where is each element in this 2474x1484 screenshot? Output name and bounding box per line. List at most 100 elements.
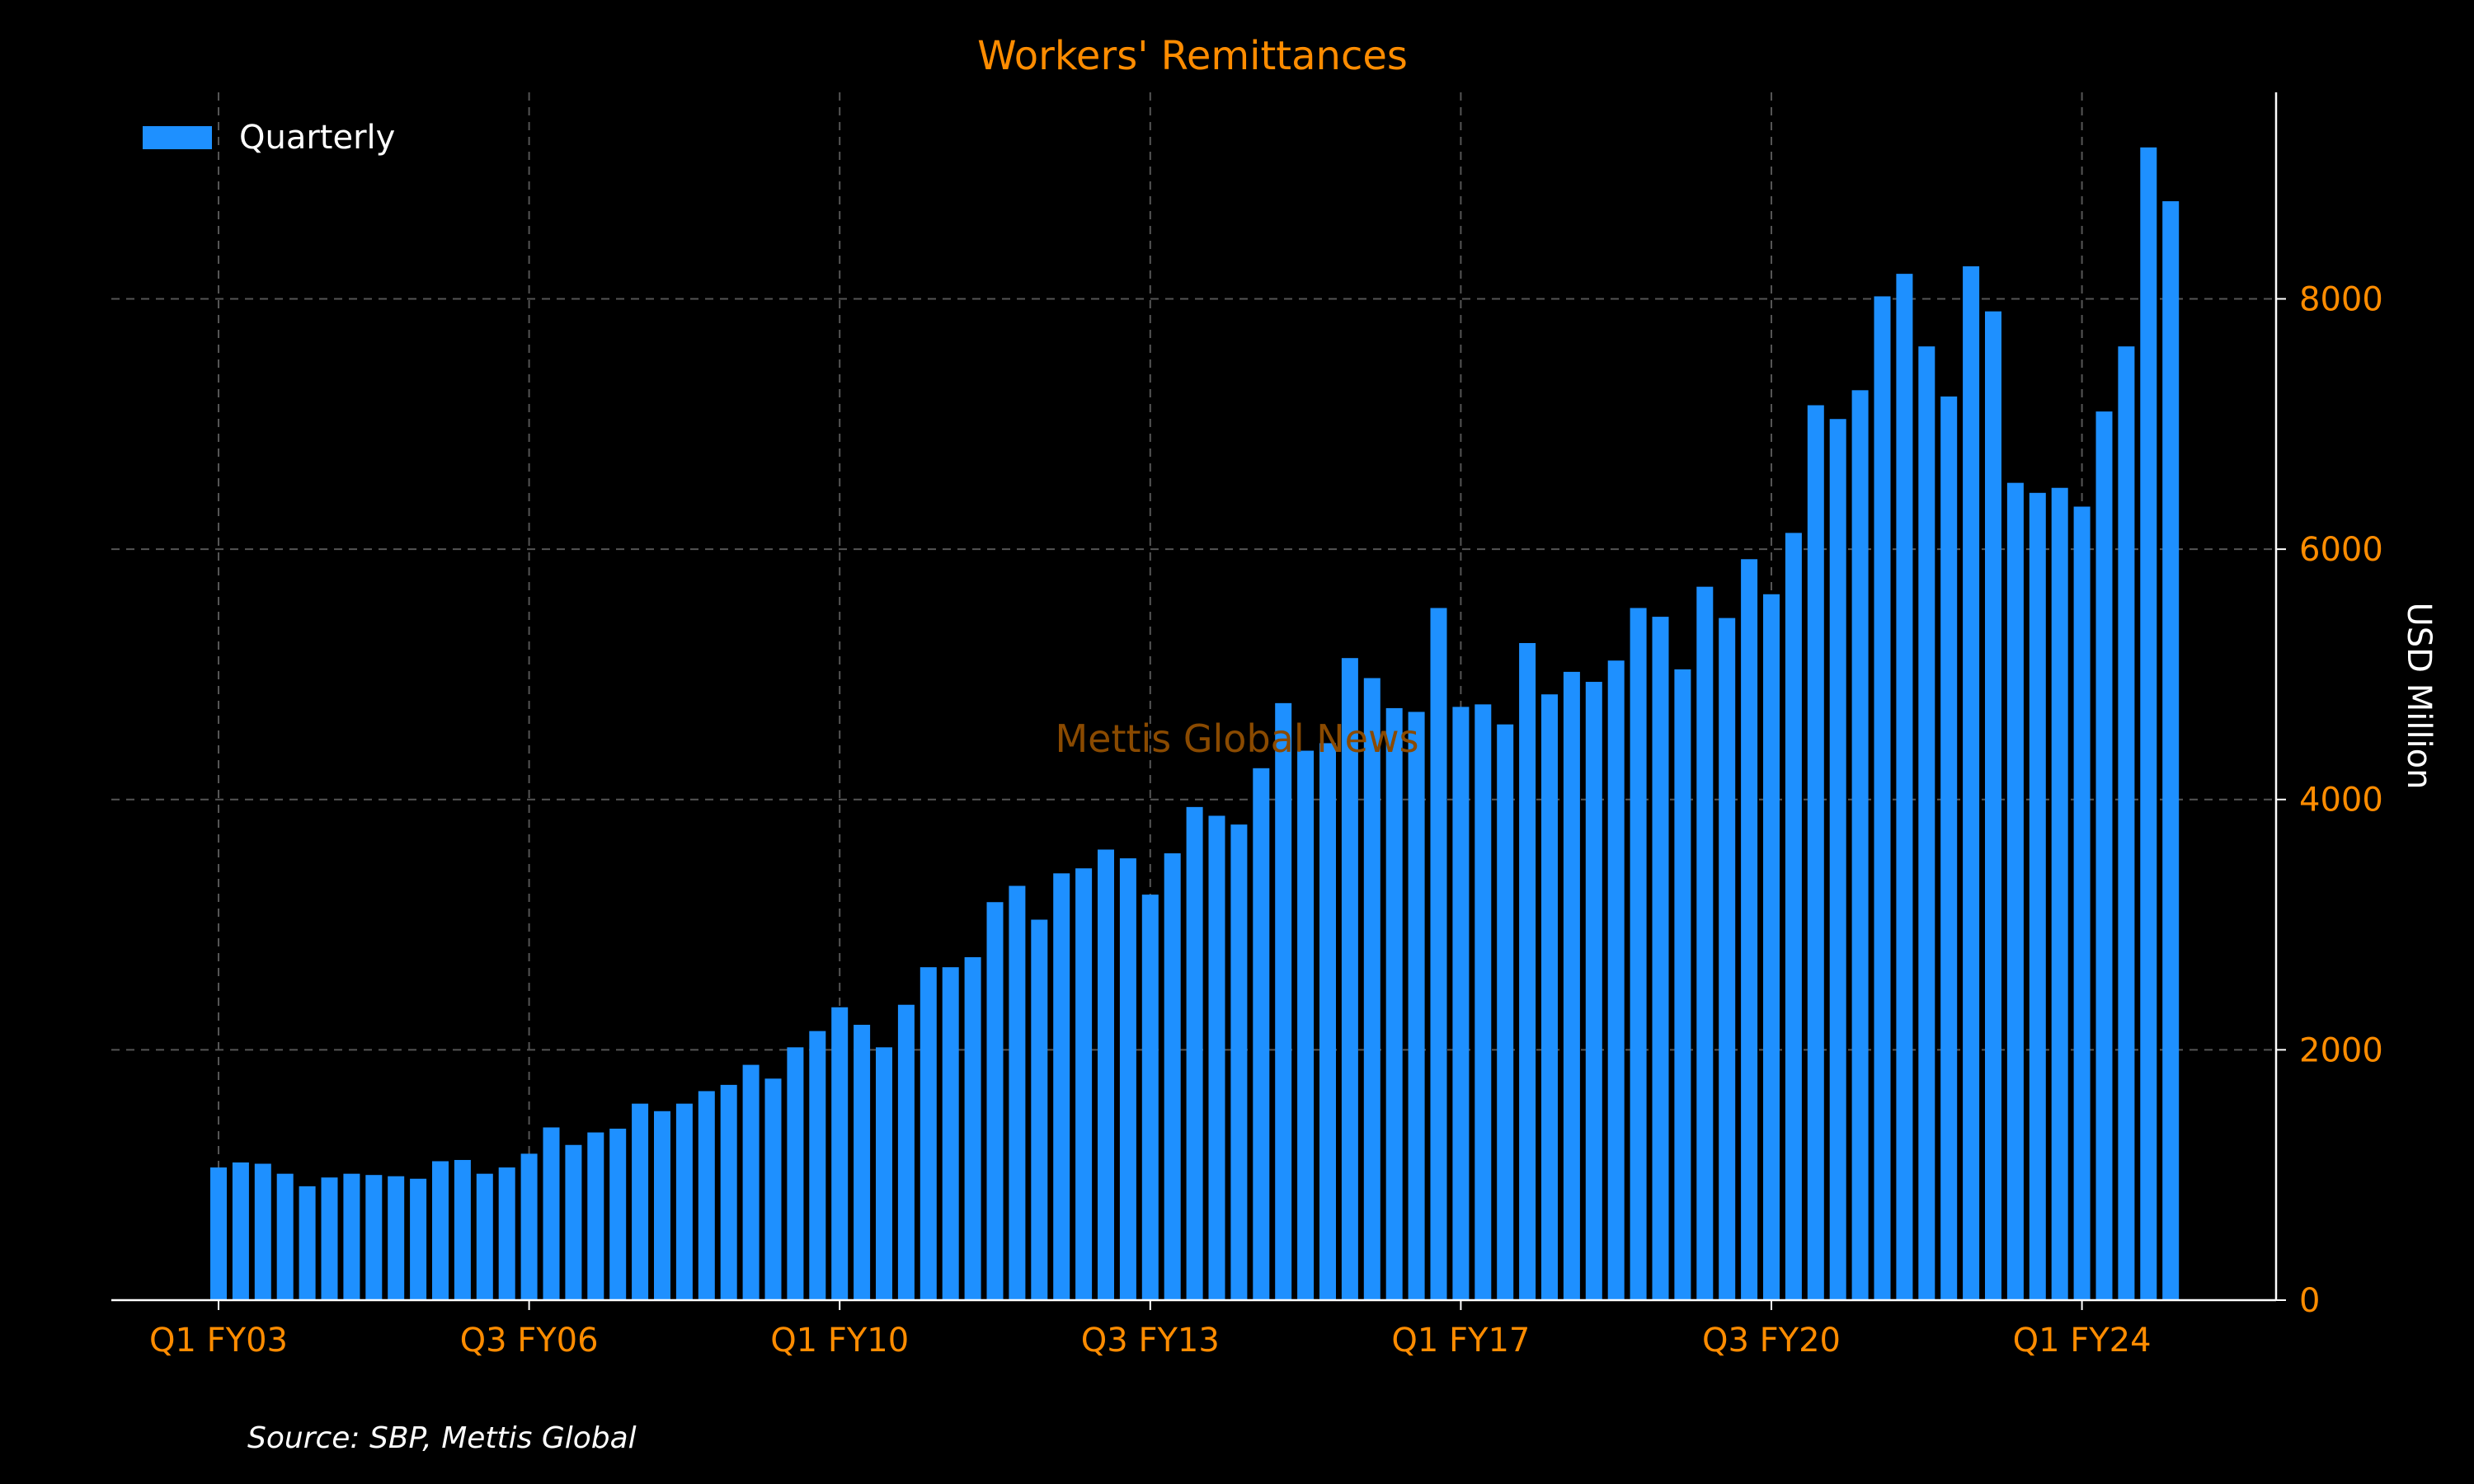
bar bbox=[1208, 815, 1225, 1300]
bar bbox=[1098, 849, 1114, 1300]
y-tick-label: 4000 bbox=[2299, 782, 2383, 819]
bar bbox=[1164, 853, 1181, 1300]
bar bbox=[742, 1064, 760, 1300]
bar bbox=[2095, 411, 2113, 1300]
bar bbox=[1186, 806, 1203, 1300]
bar bbox=[720, 1084, 737, 1300]
bar bbox=[1940, 396, 1958, 1300]
y-axis-label: USD Million bbox=[2400, 603, 2438, 790]
bar bbox=[1785, 533, 1802, 1300]
bar bbox=[2006, 482, 2024, 1300]
bar bbox=[1963, 266, 1980, 1300]
bar bbox=[1563, 671, 1580, 1300]
bar bbox=[254, 1163, 271, 1300]
bar bbox=[942, 967, 959, 1300]
bar bbox=[675, 1103, 693, 1300]
bar bbox=[410, 1178, 427, 1300]
bar bbox=[1585, 682, 1602, 1300]
bar bbox=[1363, 678, 1380, 1300]
bar bbox=[1119, 858, 1136, 1300]
bar bbox=[787, 1047, 804, 1300]
bar bbox=[543, 1127, 560, 1300]
y-tick-label: 0 bbox=[2299, 1282, 2320, 1320]
bar bbox=[632, 1103, 649, 1300]
x-tick-label: Q1 FY24 bbox=[2013, 1322, 2152, 1360]
bar bbox=[1763, 594, 1780, 1300]
bar bbox=[2051, 487, 2068, 1300]
bar bbox=[2140, 147, 2157, 1300]
y-tick-label: 8000 bbox=[2299, 280, 2383, 318]
bar bbox=[897, 1004, 915, 1300]
bar bbox=[1452, 707, 1470, 1300]
bar bbox=[476, 1173, 493, 1300]
y-tick-label: 6000 bbox=[2299, 531, 2383, 569]
bar bbox=[587, 1132, 604, 1300]
bar bbox=[876, 1047, 892, 1300]
x-tick-label: Q1 FY10 bbox=[770, 1322, 909, 1360]
bars bbox=[210, 147, 2180, 1301]
legend-swatch bbox=[143, 126, 212, 149]
bar bbox=[365, 1175, 383, 1300]
x-tick-label: Q1 FY17 bbox=[1391, 1322, 1530, 1360]
x-tick-label: Q3 FY20 bbox=[1702, 1322, 1841, 1360]
bar bbox=[1741, 559, 1758, 1300]
bar bbox=[1874, 296, 1891, 1301]
bar bbox=[1652, 617, 1669, 1300]
bar bbox=[1297, 750, 1315, 1300]
bar bbox=[232, 1162, 249, 1300]
x-tick-label: Q3 FY13 bbox=[1081, 1322, 1220, 1360]
bar bbox=[698, 1091, 715, 1300]
bar bbox=[964, 957, 981, 1300]
x-tick-label: Q1 FY03 bbox=[149, 1322, 288, 1360]
bar bbox=[432, 1161, 449, 1300]
bar bbox=[920, 967, 937, 1300]
bar bbox=[764, 1078, 782, 1300]
bar bbox=[831, 1007, 849, 1300]
bar bbox=[1696, 586, 1714, 1300]
bar bbox=[565, 1144, 582, 1300]
watermark: Mettis Global News bbox=[1055, 716, 1418, 761]
bar bbox=[1275, 702, 1292, 1300]
bar bbox=[1985, 311, 2001, 1300]
bar bbox=[1053, 873, 1070, 1300]
bar bbox=[1253, 768, 1270, 1300]
bar bbox=[1430, 608, 1447, 1300]
axes bbox=[111, 92, 2286, 1310]
bar bbox=[1851, 390, 1869, 1301]
bar bbox=[1541, 694, 1558, 1300]
bar bbox=[1031, 919, 1048, 1300]
bar bbox=[986, 902, 1004, 1300]
y-tick-label: 2000 bbox=[2299, 1031, 2383, 1069]
bar bbox=[809, 1031, 826, 1300]
bar bbox=[321, 1177, 338, 1300]
bar bbox=[1230, 824, 1248, 1300]
bar bbox=[1807, 405, 1824, 1300]
bar bbox=[654, 1111, 670, 1300]
bar bbox=[1385, 707, 1403, 1300]
chart-title: Workers' Remittances bbox=[977, 33, 1408, 79]
bar bbox=[1918, 346, 1935, 1300]
bar bbox=[1341, 658, 1358, 1300]
bar bbox=[276, 1173, 294, 1300]
bar bbox=[854, 1025, 871, 1300]
bar bbox=[1075, 868, 1093, 1300]
bar bbox=[1009, 885, 1026, 1300]
bar bbox=[1607, 660, 1625, 1300]
bar bbox=[1630, 608, 1647, 1300]
bar bbox=[1408, 711, 1425, 1300]
bar bbox=[1319, 743, 1336, 1300]
bar bbox=[388, 1176, 405, 1300]
bar bbox=[1497, 724, 1514, 1300]
bar bbox=[2073, 506, 2091, 1300]
tick-labels: 0 2000 4000 6000 8000 Q1 FY03 Q3 FY06 Q1 FY10 Q3… bbox=[149, 280, 2383, 1360]
bar bbox=[1141, 895, 1159, 1300]
bar bbox=[343, 1173, 360, 1300]
bar bbox=[609, 1129, 627, 1300]
bar bbox=[454, 1159, 471, 1300]
bar bbox=[1674, 669, 1691, 1300]
bar bbox=[1896, 274, 1913, 1301]
bar bbox=[210, 1167, 227, 1300]
x-tick-label: Q3 FY06 bbox=[460, 1322, 599, 1360]
bar bbox=[498, 1167, 515, 1300]
